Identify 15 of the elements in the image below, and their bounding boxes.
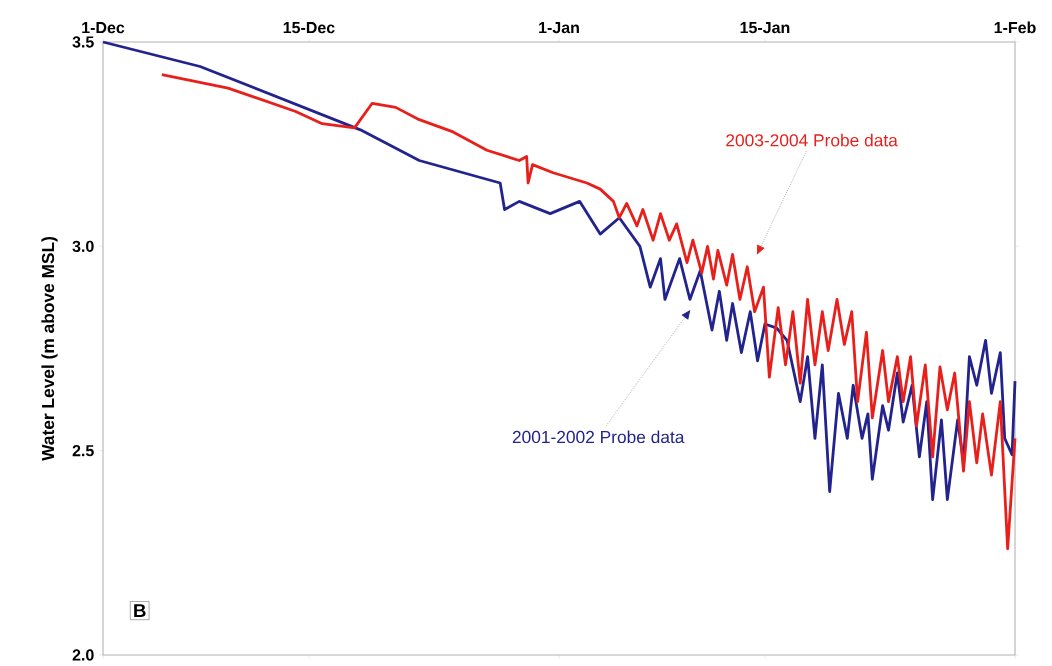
x-tick-label: 1-Jan — [539, 22, 579, 34]
annotation: 2001-2002 Probe data — [512, 430, 685, 444]
x-tick-label: 1-Feb — [994, 21, 1036, 34]
y-tick-label: 3.0 — [72, 240, 94, 253]
x-tick-label: 15-Dec — [283, 22, 335, 34]
annotation: 2003-2004 Probe data — [726, 133, 898, 147]
y-axis-title: Water Level (m above MSL) — [41, 236, 58, 461]
line-series — [160, 73, 1017, 551]
x-tick-label: 15-Jan — [740, 22, 790, 34]
x-tick-label: 1-Dec — [82, 22, 125, 34]
y-tick-label: 3.5 — [72, 36, 94, 48]
y-tick-label: 2.0 — [72, 649, 94, 661]
y-tick-label: 2.5 — [72, 444, 94, 457]
line-series — [101, 40, 1017, 502]
annotation: B — [134, 604, 146, 618]
